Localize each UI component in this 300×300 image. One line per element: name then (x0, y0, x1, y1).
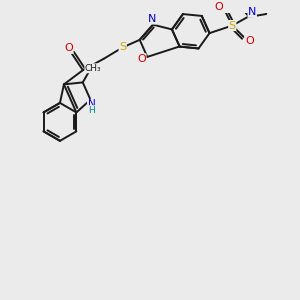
Text: S: S (229, 21, 236, 31)
Text: O: O (214, 2, 224, 12)
Text: O: O (64, 44, 73, 53)
Text: CH₃: CH₃ (85, 64, 101, 73)
Text: N: N (248, 7, 256, 17)
Text: N: N (88, 100, 95, 110)
Text: N: N (148, 14, 156, 24)
Text: O: O (245, 36, 254, 46)
Text: S: S (119, 42, 126, 52)
Text: O: O (137, 54, 146, 64)
Text: H: H (88, 106, 95, 115)
